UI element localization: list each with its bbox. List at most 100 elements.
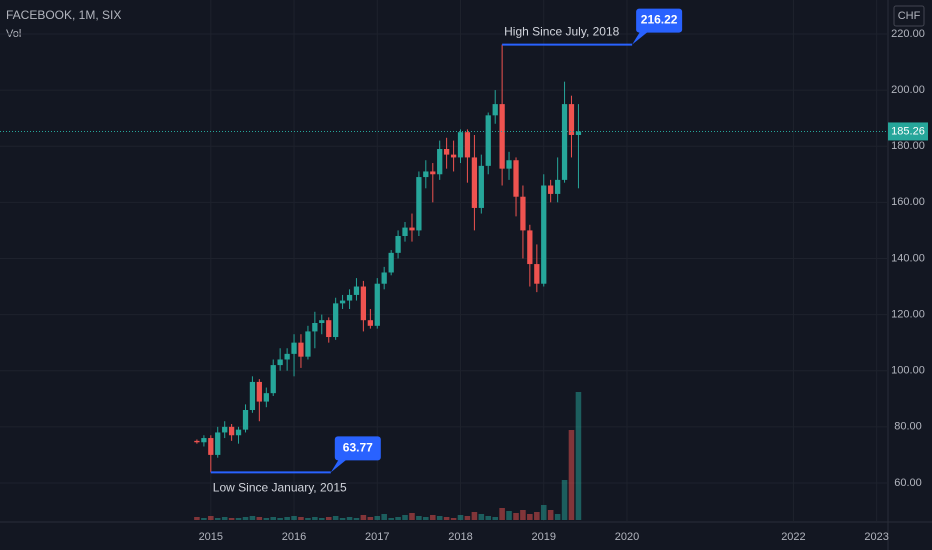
volume-bar xyxy=(534,512,540,520)
candle-body xyxy=(520,196,526,231)
annotation-pointer xyxy=(632,31,649,45)
volume-bar xyxy=(506,511,512,520)
x-tick-label: 2023 xyxy=(864,531,888,543)
volume-bar xyxy=(388,518,394,520)
x-tick-label: 2022 xyxy=(781,531,805,543)
candle-body xyxy=(353,286,360,295)
volume-bar xyxy=(242,517,249,520)
y-tick-label: 220.00 xyxy=(891,28,925,40)
x-tick-label: 2017 xyxy=(365,531,389,543)
volume-bar xyxy=(298,517,304,520)
candle-body xyxy=(305,331,311,357)
candle-body xyxy=(312,323,318,332)
candle-body xyxy=(333,303,339,338)
candle-body xyxy=(402,227,408,237)
volume-bar xyxy=(346,517,353,520)
candle-body xyxy=(346,294,353,301)
candle-body xyxy=(194,440,200,443)
volume-bar xyxy=(277,518,283,520)
volume-bar xyxy=(291,516,297,520)
volume-bar xyxy=(256,517,263,520)
candle-body xyxy=(249,381,256,410)
volume-bar xyxy=(409,513,415,520)
candle-body xyxy=(298,342,304,357)
candle-body xyxy=(506,160,512,169)
volume-bar xyxy=(485,516,492,520)
candle-body xyxy=(395,236,401,253)
x-tick-label: 2020 xyxy=(615,531,639,543)
x-tick-label: 2018 xyxy=(448,531,472,543)
y-tick-label: 120.00 xyxy=(891,308,925,320)
candle-body xyxy=(443,149,450,155)
volume-bar xyxy=(568,430,575,520)
volume-bar xyxy=(312,517,318,520)
candle-body xyxy=(381,272,387,284)
candle-body xyxy=(284,353,290,360)
candle-body xyxy=(575,131,582,135)
volume-bar xyxy=(194,517,200,520)
volume-bar xyxy=(305,518,311,520)
annotation-bubble xyxy=(334,436,381,461)
candle-body xyxy=(555,179,561,194)
volume-bar xyxy=(374,516,381,520)
candle-body xyxy=(339,300,346,304)
volume-bar xyxy=(325,517,332,520)
volume-bar xyxy=(554,514,561,520)
candle-body xyxy=(291,342,297,354)
candle-body xyxy=(256,381,262,402)
volume-bar xyxy=(547,510,554,520)
volume-bar xyxy=(367,517,374,520)
volume-bar xyxy=(499,508,505,520)
y-tick-label: 140.00 xyxy=(891,252,925,264)
candle-body xyxy=(263,393,269,402)
candle-body xyxy=(561,104,568,180)
candle-body xyxy=(485,115,491,166)
volume-bar xyxy=(284,517,290,520)
candle-body xyxy=(208,438,214,455)
volume-bar xyxy=(360,515,367,520)
annotation-value: 216.22 xyxy=(641,13,678,27)
volume-bar xyxy=(249,516,256,520)
volume-bar xyxy=(492,517,498,520)
chart-title: FACEBOOK, 1M, SIX xyxy=(6,8,121,22)
volume-bar xyxy=(402,515,408,520)
annotation-bubble xyxy=(636,8,683,33)
candle-body xyxy=(242,409,249,430)
volume-bar xyxy=(395,517,401,520)
volume-bar xyxy=(464,516,471,520)
volume-bar xyxy=(423,517,429,520)
x-tick-label: 2019 xyxy=(532,531,556,543)
volume-bar xyxy=(228,518,235,520)
volume-bar xyxy=(235,518,242,520)
candle-body xyxy=(215,432,221,455)
annotation-text: High Since July, 2018 xyxy=(504,25,620,39)
volume-bar xyxy=(318,518,325,520)
annotation-text: Low Since January, 2015 xyxy=(213,481,347,495)
volume-bar xyxy=(478,514,485,520)
volume-bar xyxy=(443,517,450,520)
volume-bar xyxy=(201,518,207,520)
candle-body xyxy=(534,264,540,284)
currency-box[interactable] xyxy=(893,5,925,27)
volume-bar xyxy=(540,505,547,520)
volume-bar xyxy=(520,510,526,520)
volume-bar xyxy=(339,518,346,520)
volume-bar xyxy=(263,518,270,520)
candle-body xyxy=(548,185,554,194)
candle-body xyxy=(235,429,242,436)
candle-body xyxy=(374,283,380,326)
volume-bar xyxy=(450,518,457,520)
annotation-value: 63.77 xyxy=(343,441,373,455)
y-tick-label: 200.00 xyxy=(891,84,925,96)
candle-body xyxy=(388,252,394,273)
candle-body xyxy=(499,104,505,169)
y-tick-label: 80.00 xyxy=(894,421,922,433)
volume-bar xyxy=(353,518,360,520)
candle-body xyxy=(416,177,422,231)
candle-body xyxy=(513,160,519,197)
candle-body xyxy=(430,171,436,175)
last-price-label: 185.26 xyxy=(891,125,925,137)
candle-body xyxy=(277,359,283,366)
